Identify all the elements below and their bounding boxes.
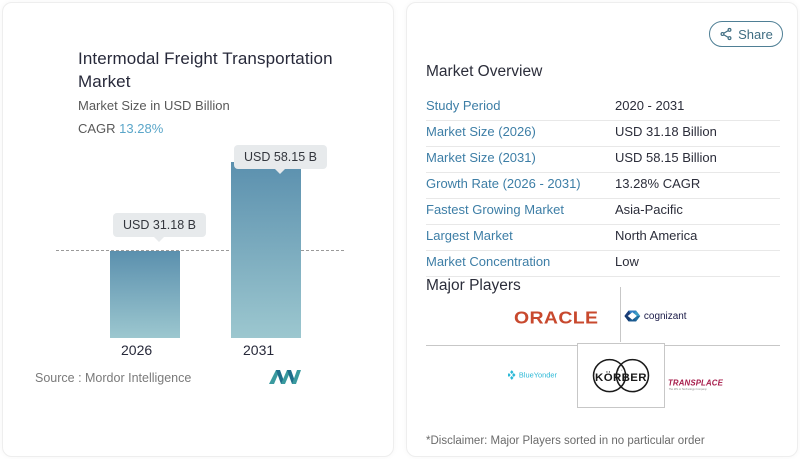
svg-text:TRANSPLACE: TRANSPLACE	[668, 379, 724, 388]
svg-text:KÖRBER: KÖRBER	[595, 371, 647, 384]
svg-text:ORACLE: ORACLE	[514, 308, 598, 327]
svg-text:BlueYonder: BlueYonder	[519, 371, 558, 380]
svg-text:cognizant: cognizant	[644, 311, 687, 322]
